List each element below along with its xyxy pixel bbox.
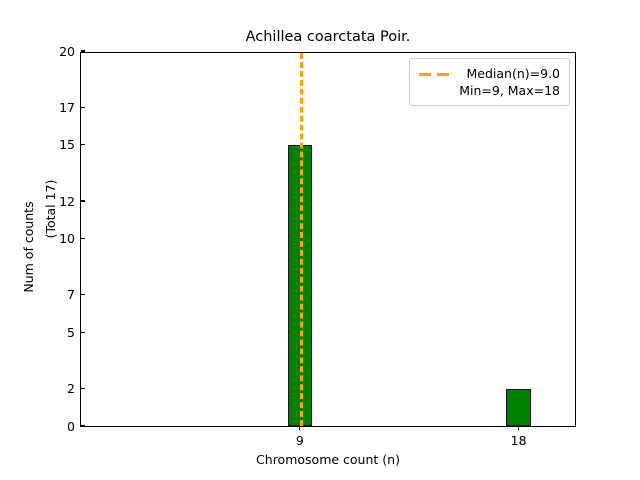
y-tick-mark	[81, 50, 85, 52]
y-tick-label: 15	[59, 137, 75, 153]
x-axis-label: Chromosome count (n)	[80, 452, 576, 468]
x-tick-label: 9	[295, 433, 304, 448]
legend-median-line-swatch	[419, 66, 451, 83]
page-title: Achillea coarctata Poir.	[245, 29, 411, 45]
legend-item-median: Median(n)=9.0	[466, 66, 561, 81]
y-axis-label-text: Num of counts	[21, 201, 36, 293]
x-tick-label: 18	[510, 433, 527, 448]
legend-item-minmax: Min=9, Max=18	[459, 83, 560, 98]
legend: Median(n)=9.0 Min=9, Max=18	[409, 58, 570, 106]
legend-text: Median(n)=9.0 Min=9, Max=18	[459, 65, 560, 99]
bar-9	[287, 144, 312, 426]
y-tick-mark	[81, 425, 85, 427]
median-line	[299, 53, 303, 426]
bar-18	[506, 388, 531, 426]
y-tick-label: 5	[67, 324, 75, 340]
y-tick-label: 12	[59, 193, 75, 209]
y-tick-label: 17	[59, 99, 75, 115]
y-tick-mark	[81, 237, 85, 240]
y-tick-mark	[81, 387, 85, 390]
y-tick-mark	[81, 144, 85, 146]
x-tick-mark	[518, 426, 520, 430]
y-tick-label: 10	[59, 231, 75, 246]
plot-area: 0 2 5 7 10 12 15 17	[59, 44, 576, 448]
y-tick-label: 20	[59, 43, 75, 59]
y-tick-label: 7	[67, 287, 75, 303]
x-tick-mark	[299, 426, 301, 430]
y-tick-mark	[81, 331, 85, 333]
y-tick-label: 2	[67, 381, 75, 396]
y-tick-mark	[81, 294, 85, 296]
y-tick-mark	[81, 106, 85, 108]
dash-segment	[419, 73, 432, 77]
dash-segment	[437, 73, 450, 77]
y-tick-label: 0	[67, 418, 75, 434]
y-axis-total-label-text: (Total 17)	[43, 179, 58, 239]
y-tick-mark	[81, 200, 85, 202]
x-axis-label-text: Chromosome count (n)	[256, 452, 400, 467]
